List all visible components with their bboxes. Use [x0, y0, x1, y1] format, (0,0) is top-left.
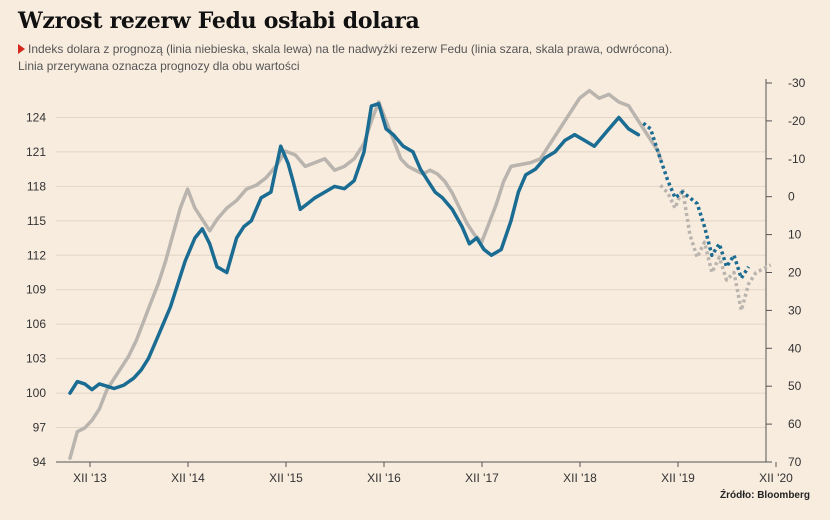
right-tick-label: 60 — [788, 417, 802, 431]
left-tick-label: 106 — [26, 317, 46, 331]
left-tick-label: 103 — [26, 352, 46, 366]
x-tick-label: XII '14 — [171, 471, 205, 485]
right-tick-label: -10 — [788, 152, 806, 166]
gridlines — [56, 116, 766, 463]
right-axis: -30 -20 -10 0 10 20 30 40 50 60 70 — [766, 76, 806, 469]
right-tick-label: 10 — [788, 228, 802, 242]
left-tick-label: 100 — [26, 386, 46, 400]
left-tick-label: 118 — [27, 179, 46, 193]
left-tick-label: 124 — [26, 110, 46, 124]
x-tick-label: XII '19 — [661, 471, 695, 485]
right-tick-label: 0 — [788, 190, 795, 204]
right-tick-label: 20 — [788, 266, 802, 280]
x-tick-label: XII '13 — [73, 471, 107, 485]
left-tick-label: 109 — [26, 283, 46, 297]
right-tick-label: -20 — [788, 114, 806, 128]
x-tick-label: XII '15 — [269, 471, 303, 485]
x-axis: XII '13 XII '14 XII '15 XII '16 XII '17 XII '… — [73, 462, 793, 485]
left-tick-label: 112 — [27, 248, 46, 262]
left-tick-label: 97 — [33, 421, 47, 435]
left-tick-label: 94 — [33, 455, 47, 469]
source-note: Źródło: Bloomberg — [720, 490, 810, 501]
dollar-index-line — [68, 101, 641, 395]
right-tick-label: 70 — [788, 455, 802, 469]
right-tick-label: 40 — [788, 341, 802, 355]
left-tick-label: 121 — [26, 145, 46, 159]
right-tick-label: 30 — [788, 303, 802, 317]
subtitle-line-1: Indeks dolara z prognozą (linia niebiesk… — [28, 42, 673, 56]
series-group — [68, 88, 772, 460]
subtitle-line-2: Linia przerywana oznacza prognozy dla ob… — [18, 59, 300, 73]
x-tick-label: XII '17 — [465, 471, 499, 485]
right-tick-label: 50 — [788, 379, 802, 393]
chart-subtitle: Indeks dolara z prognozą (linia niebiesk… — [18, 41, 818, 75]
x-tick-label: XII '20 — [759, 471, 793, 485]
fed-reserves-forecast-line — [659, 184, 772, 313]
left-tick-label: 115 — [27, 214, 46, 228]
red-triangle-icon — [18, 44, 25, 54]
x-tick-label: XII '16 — [367, 471, 401, 485]
x-tick-label: XII '18 — [563, 471, 597, 485]
left-axis: 94 97 100 103 106 109 112 115 118 121 124 — [26, 110, 46, 469]
right-tick-label: -30 — [788, 76, 806, 90]
dollar-index-forecast-line — [642, 121, 751, 280]
chart-title: Wzrost rezerw Fedu osłabi dolara — [18, 8, 420, 34]
